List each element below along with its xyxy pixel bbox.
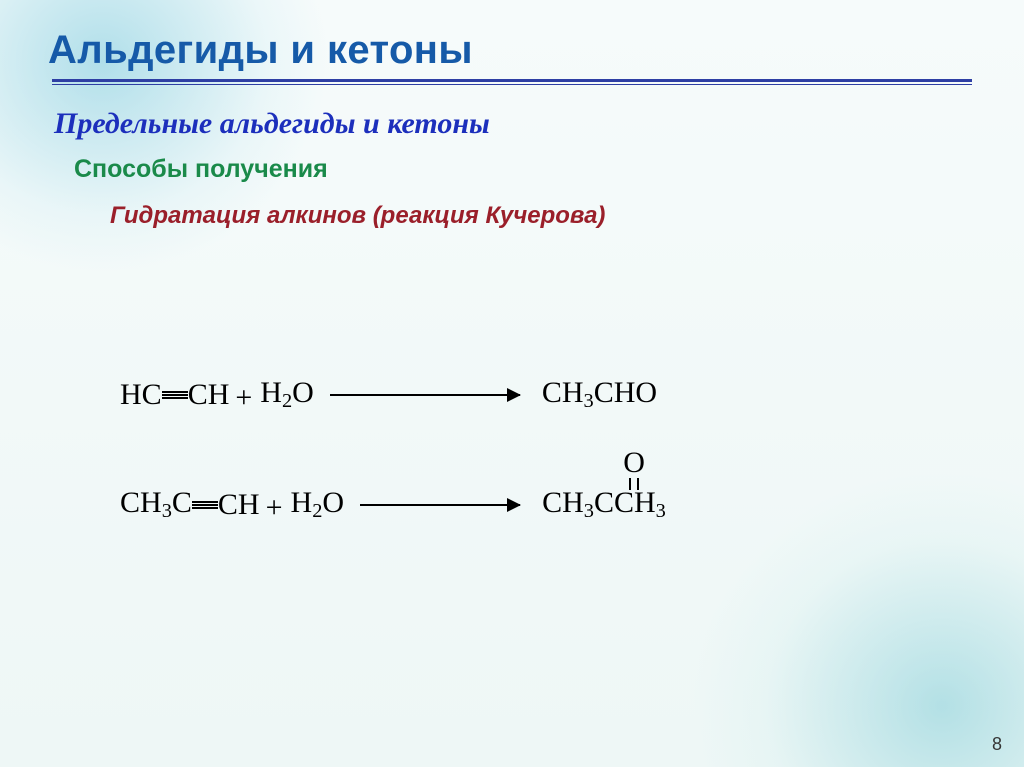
- reagent: H2O: [260, 376, 314, 413]
- reaction-arrow-icon: [360, 504, 520, 506]
- reaction-arrow-icon: [330, 394, 520, 396]
- title-underline: [52, 79, 972, 85]
- plus-sign: +: [266, 491, 283, 525]
- slide-title: Альдегиды и кетоны: [48, 28, 972, 73]
- carbonyl-oxygen: O: [622, 446, 646, 490]
- reaction-row: CH3C CH + H2O O CH3CCH3: [120, 470, 964, 540]
- plus-sign: +: [235, 381, 252, 415]
- oxygen-label: O: [623, 446, 645, 479]
- slide: Альдегиды и кетоны Предельные альдегиды …: [0, 0, 1024, 767]
- product: CH3CHO: [542, 376, 657, 413]
- double-bond-icon: [622, 476, 646, 490]
- reagent: H2O: [291, 486, 345, 523]
- slide-subtitle: Предельные альдегиды и кетоны: [54, 107, 972, 141]
- methods-heading: Способы получения: [74, 155, 972, 184]
- method-name: Гидратация алкинов (реакция Кучерова): [110, 202, 972, 230]
- triple-bond-icon: [162, 391, 188, 400]
- reactant-left: HC: [120, 378, 162, 412]
- product-with-carbonyl: O CH3CCH3: [542, 486, 666, 523]
- reactant-left: CH3C: [120, 486, 192, 523]
- reactant-right: CH: [188, 378, 230, 412]
- reaction-row: HC CH + H2O CH3CHO: [120, 360, 964, 430]
- triple-bond-icon: [192, 501, 218, 510]
- reactant-right: CH: [218, 488, 260, 522]
- reactions-block: HC CH + H2O CH3CHO CH3C CH + H2O O CH3CC…: [120, 360, 964, 540]
- product: CH3CCH3: [542, 486, 666, 519]
- page-number: 8: [992, 734, 1002, 755]
